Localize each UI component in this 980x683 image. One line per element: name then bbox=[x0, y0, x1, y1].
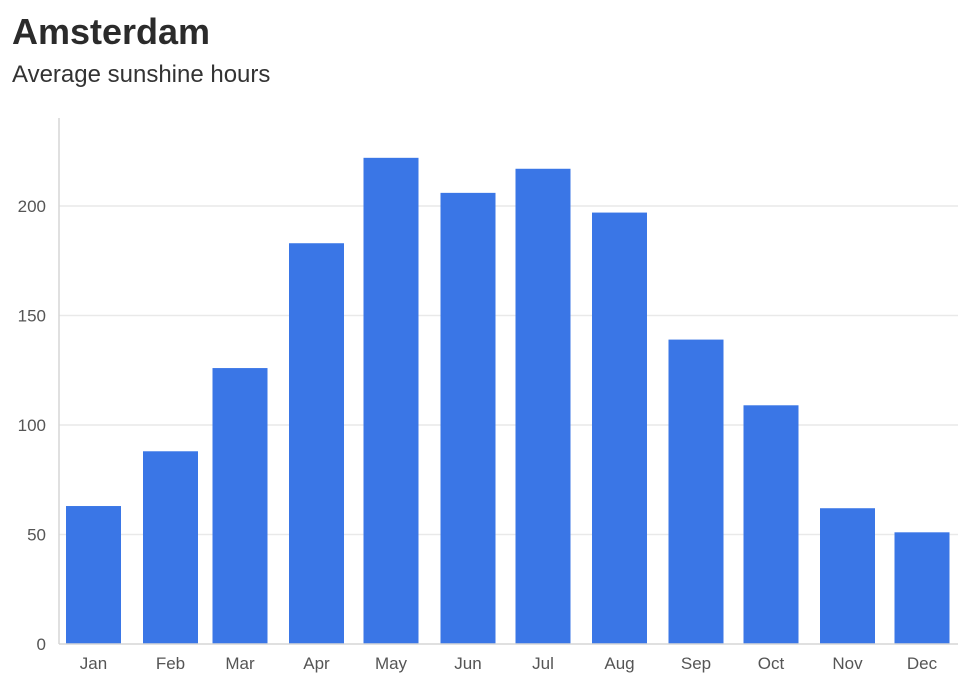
bar-mar[interactable] bbox=[212, 368, 268, 644]
y-tick-label: 150 bbox=[18, 307, 46, 326]
bar-oct[interactable] bbox=[743, 405, 799, 644]
y-tick-label: 0 bbox=[37, 635, 46, 654]
x-tick-label: Dec bbox=[907, 654, 938, 673]
bar-may[interactable] bbox=[363, 157, 419, 644]
x-tick-label: Aug bbox=[604, 654, 634, 673]
axes bbox=[58, 118, 958, 645]
x-tick-label: Apr bbox=[303, 654, 330, 673]
bar-sep[interactable] bbox=[668, 339, 724, 644]
bar-jul[interactable] bbox=[515, 168, 571, 644]
y-tick-label: 100 bbox=[18, 416, 46, 435]
bars bbox=[66, 157, 950, 645]
x-tick-label: Feb bbox=[156, 654, 185, 673]
bar-aug[interactable] bbox=[592, 212, 647, 644]
chart-subtitle: Average sunshine hours bbox=[12, 61, 271, 88]
tick-labels: 0 50 100 150 200 Jan Feb Mar Apr May Jun Jul Aug Sep O… bbox=[18, 197, 938, 673]
bar-jan[interactable] bbox=[66, 506, 121, 644]
bar-apr[interactable] bbox=[289, 243, 344, 645]
gridlines bbox=[59, 205, 958, 536]
x-tick-label: Sep bbox=[681, 654, 711, 673]
x-tick-label: Nov bbox=[832, 654, 863, 673]
bar-dec[interactable] bbox=[894, 532, 950, 644]
x-tick-label: May bbox=[375, 654, 408, 673]
y-tick-label: 50 bbox=[27, 526, 46, 545]
x-tick-label: Jul bbox=[532, 654, 554, 673]
x-tick-label: Jun bbox=[454, 654, 481, 673]
bar-feb[interactable] bbox=[143, 451, 198, 644]
x-tick-label: Oct bbox=[758, 654, 785, 673]
bar-jun[interactable] bbox=[440, 192, 496, 645]
chart-title: Amsterdam bbox=[12, 11, 211, 52]
x-tick-label: Mar bbox=[225, 654, 255, 673]
bar-nov[interactable] bbox=[820, 508, 875, 644]
y-tick-label: 200 bbox=[18, 197, 46, 216]
x-tick-label: Jan bbox=[80, 654, 107, 673]
